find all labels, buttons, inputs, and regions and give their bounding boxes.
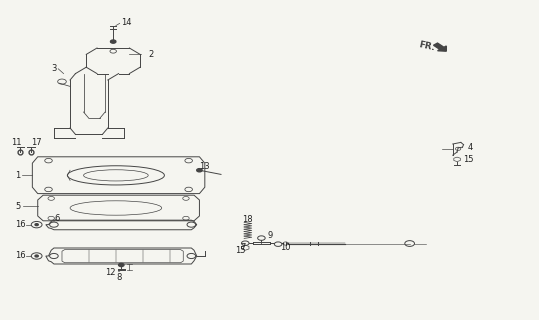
Text: 16: 16 [15,252,26,260]
Text: 4: 4 [468,143,473,152]
Text: 16: 16 [15,220,26,229]
Text: 7: 7 [240,243,246,252]
Circle shape [110,40,116,43]
Text: 13: 13 [199,162,210,171]
Text: 15: 15 [464,155,474,164]
Text: 6: 6 [54,214,59,223]
Circle shape [35,255,38,257]
Text: 3: 3 [51,64,57,73]
Text: 8: 8 [116,273,121,282]
Text: 10: 10 [280,243,291,252]
FancyArrow shape [433,43,446,51]
Text: 15: 15 [236,246,246,255]
Text: 11: 11 [11,138,21,147]
Text: 17: 17 [31,138,42,147]
Circle shape [35,224,38,226]
Circle shape [197,169,202,172]
Text: 2: 2 [148,50,154,59]
Text: 14: 14 [121,18,132,27]
Text: FR.: FR. [418,40,436,52]
Circle shape [119,263,124,267]
Text: 1: 1 [15,171,20,180]
Text: 9: 9 [267,231,273,240]
Text: 18: 18 [243,215,253,224]
Text: 5: 5 [15,202,20,211]
Text: 12: 12 [105,268,115,277]
